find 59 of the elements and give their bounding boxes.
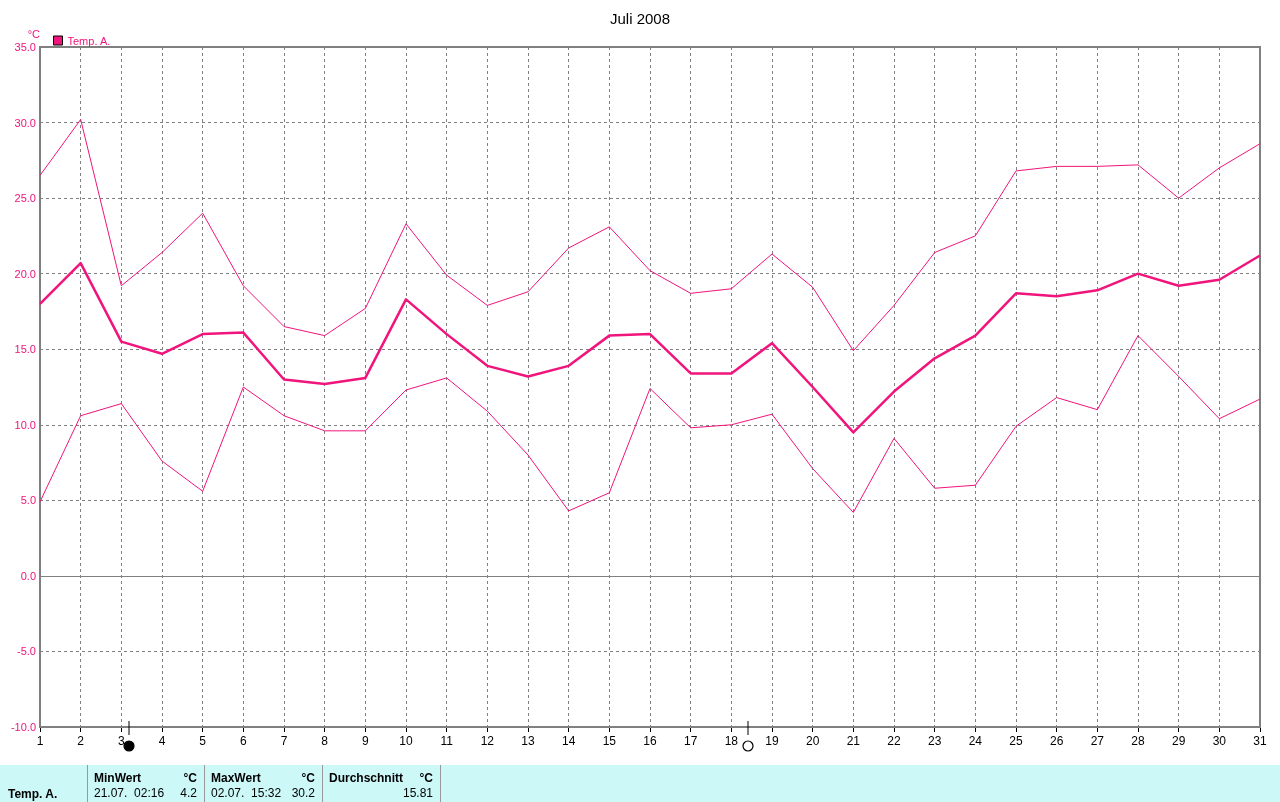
y-tick-label: 0.0	[20, 569, 36, 582]
line-series	[39, 335, 1261, 513]
x-tick-label: 9	[361, 734, 369, 748]
y-tick-label: 5.0	[20, 494, 36, 507]
x-tick-label: 28	[1131, 734, 1145, 748]
x-tick-label: 20	[805, 734, 820, 748]
x-tick-label: 26	[1049, 734, 1064, 748]
text: °C	[419, 771, 433, 785]
x-tick-label: 18	[724, 734, 739, 748]
x-tick-label: 6	[239, 734, 247, 748]
x-tick-label: 19	[765, 734, 779, 748]
text: Durchschnitt	[329, 771, 404, 785]
x-tick-label: 2	[77, 734, 85, 748]
text: 30.2	[291, 786, 315, 800]
x-tick-label: 1	[36, 734, 44, 748]
text: Temp. A.	[8, 787, 58, 801]
x-tick-label: 16	[643, 734, 657, 748]
line-series	[38, 254, 1262, 434]
y-tick-label: 10.0	[14, 418, 36, 431]
x-tick-label: 22	[887, 734, 901, 748]
x-tick-label: 11	[440, 734, 454, 748]
text: 21.07. 02:16	[94, 786, 165, 800]
x-tick-label: 27	[1090, 734, 1105, 748]
x-tick-label: 8	[321, 734, 329, 748]
y-tick-label: 30.0	[14, 116, 36, 129]
y-tick-label: 35.0	[14, 41, 36, 53]
x-tick-label: 23	[927, 734, 942, 748]
x-tick-label: 21	[846, 734, 861, 748]
x-tick-label: 29	[1171, 734, 1186, 748]
x-tick-label: 12	[480, 734, 495, 748]
x-tick-label: 3	[117, 734, 125, 748]
text: MinWert	[94, 771, 142, 785]
x-tick-label: 31	[1253, 734, 1267, 748]
text: MaxWert	[211, 771, 261, 785]
x-tick-label: 15	[602, 734, 617, 748]
x-tick-label: 14	[561, 734, 576, 748]
y-tick-label: 25.0	[14, 192, 36, 205]
y-axis-title: °C	[27, 27, 41, 40]
x-tick-label: 17	[683, 734, 698, 748]
y-tick-label: 15.0	[14, 343, 36, 356]
x-tick-label: 25	[1009, 734, 1023, 748]
text: 15.81	[402, 786, 433, 800]
text: 02.07. 15:32	[211, 786, 282, 800]
text: 4.2	[180, 786, 197, 800]
y-tick-label: -5.0	[17, 645, 36, 658]
y-tick-label: 20.0	[14, 267, 36, 280]
x-tick-label: 5	[199, 734, 207, 748]
x-tick-label: 10	[399, 734, 413, 748]
x-tick-label: 7	[280, 734, 288, 748]
y-tick-label: -10.0	[10, 721, 36, 733]
x-tick-label: 24	[968, 734, 983, 748]
x-tick-label: 4	[158, 734, 166, 748]
text: °C	[301, 771, 315, 785]
x-tick-label: 30	[1212, 734, 1227, 748]
line-series	[39, 119, 1261, 352]
text: °C	[183, 771, 197, 785]
chart-title: Juli 2008	[609, 10, 671, 27]
x-tick-label: 13	[521, 734, 535, 748]
legend-label: Temp. A.	[67, 34, 111, 47]
